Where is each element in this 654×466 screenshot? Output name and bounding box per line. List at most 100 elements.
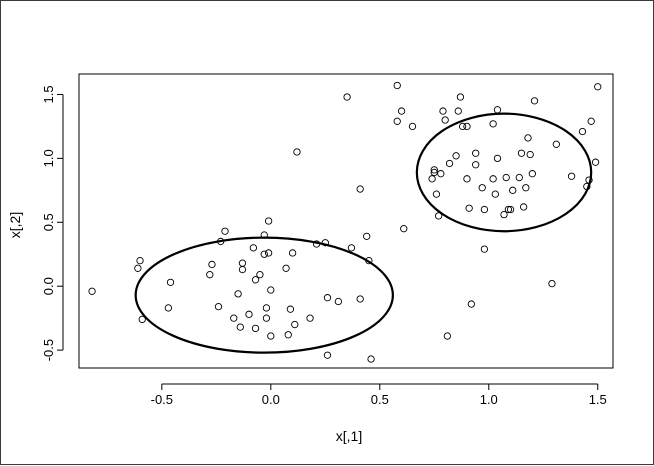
data-point bbox=[365, 256, 373, 265]
data-point bbox=[323, 351, 332, 359]
data-point bbox=[262, 304, 271, 312]
x-tick-label: 0.5 bbox=[371, 392, 389, 407]
data-point bbox=[515, 173, 523, 182]
data-point bbox=[217, 237, 225, 246]
data-point bbox=[445, 159, 454, 168]
data-point bbox=[452, 152, 460, 160]
data-point bbox=[208, 260, 216, 269]
y-tick-label: 0.0 bbox=[41, 277, 56, 295]
data-point bbox=[519, 203, 528, 211]
data-point bbox=[164, 304, 173, 312]
data-point bbox=[430, 166, 438, 174]
data-point bbox=[478, 184, 486, 192]
data-point bbox=[238, 259, 247, 267]
data-point bbox=[583, 182, 591, 191]
data-point bbox=[439, 107, 447, 115]
data-point bbox=[245, 310, 253, 318]
data-point bbox=[356, 295, 364, 303]
data-point bbox=[434, 212, 443, 220]
data-point bbox=[522, 184, 530, 192]
data-point bbox=[517, 149, 526, 157]
data-point bbox=[491, 190, 499, 198]
data-point bbox=[138, 315, 146, 324]
x-tick-label: 1.5 bbox=[589, 392, 607, 407]
data-point bbox=[408, 122, 417, 131]
data-point bbox=[530, 97, 539, 105]
data-point bbox=[500, 210, 508, 219]
data-point bbox=[472, 161, 480, 169]
cluster-ellipse-2 bbox=[415, 112, 593, 233]
data-point bbox=[249, 244, 258, 252]
data-point bbox=[567, 172, 576, 180]
data-point bbox=[506, 205, 515, 214]
data-point bbox=[587, 117, 595, 125]
x-tick-label: -0.5 bbox=[151, 392, 173, 407]
data-point bbox=[437, 170, 445, 178]
data-point bbox=[88, 287, 96, 295]
data-points bbox=[88, 81, 602, 363]
data-point bbox=[206, 271, 214, 279]
data-point bbox=[284, 331, 292, 339]
data-point bbox=[509, 186, 517, 194]
data-point bbox=[334, 297, 343, 306]
data-point bbox=[441, 116, 449, 124]
data-point bbox=[264, 249, 273, 257]
data-point bbox=[238, 265, 247, 274]
data-point bbox=[312, 240, 321, 248]
data-point bbox=[526, 150, 534, 159]
data-point bbox=[432, 190, 441, 198]
data-point bbox=[552, 140, 560, 148]
data-point bbox=[291, 320, 299, 329]
data-point bbox=[367, 355, 375, 363]
data-point bbox=[134, 264, 142, 272]
data-point bbox=[264, 217, 273, 225]
data-point bbox=[489, 175, 497, 183]
data-point bbox=[251, 276, 260, 284]
data-point bbox=[234, 290, 242, 298]
data-point bbox=[260, 231, 268, 239]
data-point bbox=[393, 117, 401, 125]
data-point bbox=[493, 154, 502, 163]
data-point bbox=[467, 300, 475, 308]
data-point bbox=[454, 107, 462, 115]
data-point bbox=[363, 232, 371, 240]
data-point bbox=[347, 244, 356, 252]
data-point bbox=[136, 256, 144, 265]
y-tick-label: 1.0 bbox=[41, 149, 56, 167]
data-point bbox=[443, 332, 452, 340]
y-tick-label: 0.5 bbox=[41, 213, 56, 231]
data-point bbox=[480, 205, 489, 214]
data-point bbox=[306, 314, 314, 322]
data-point bbox=[214, 302, 223, 311]
data-point bbox=[251, 324, 260, 333]
data-point bbox=[262, 314, 271, 322]
data-point bbox=[524, 134, 532, 142]
data-point bbox=[594, 83, 602, 91]
data-point bbox=[267, 332, 275, 340]
data-point bbox=[456, 93, 465, 101]
y-axis-label: x[,2] bbox=[7, 212, 23, 238]
data-point bbox=[528, 170, 537, 178]
data-point bbox=[236, 323, 244, 331]
data-point bbox=[343, 93, 351, 101]
data-point bbox=[260, 250, 268, 258]
data-point bbox=[393, 81, 401, 90]
data-point bbox=[548, 279, 556, 288]
data-point bbox=[585, 176, 593, 184]
data-point bbox=[221, 227, 229, 235]
y-tick-label: 1.5 bbox=[41, 85, 56, 103]
data-point bbox=[267, 286, 275, 294]
cluster-ellipse-1 bbox=[134, 236, 394, 354]
data-point bbox=[400, 225, 408, 233]
y-tick-label: -0.5 bbox=[41, 339, 56, 361]
data-point bbox=[428, 175, 436, 183]
data-point bbox=[293, 148, 301, 156]
data-point bbox=[493, 106, 502, 114]
cluster-ellipses bbox=[134, 112, 593, 354]
data-point bbox=[465, 204, 473, 212]
data-point bbox=[356, 185, 364, 193]
plot-area bbox=[78, 73, 614, 369]
data-point bbox=[591, 158, 600, 166]
